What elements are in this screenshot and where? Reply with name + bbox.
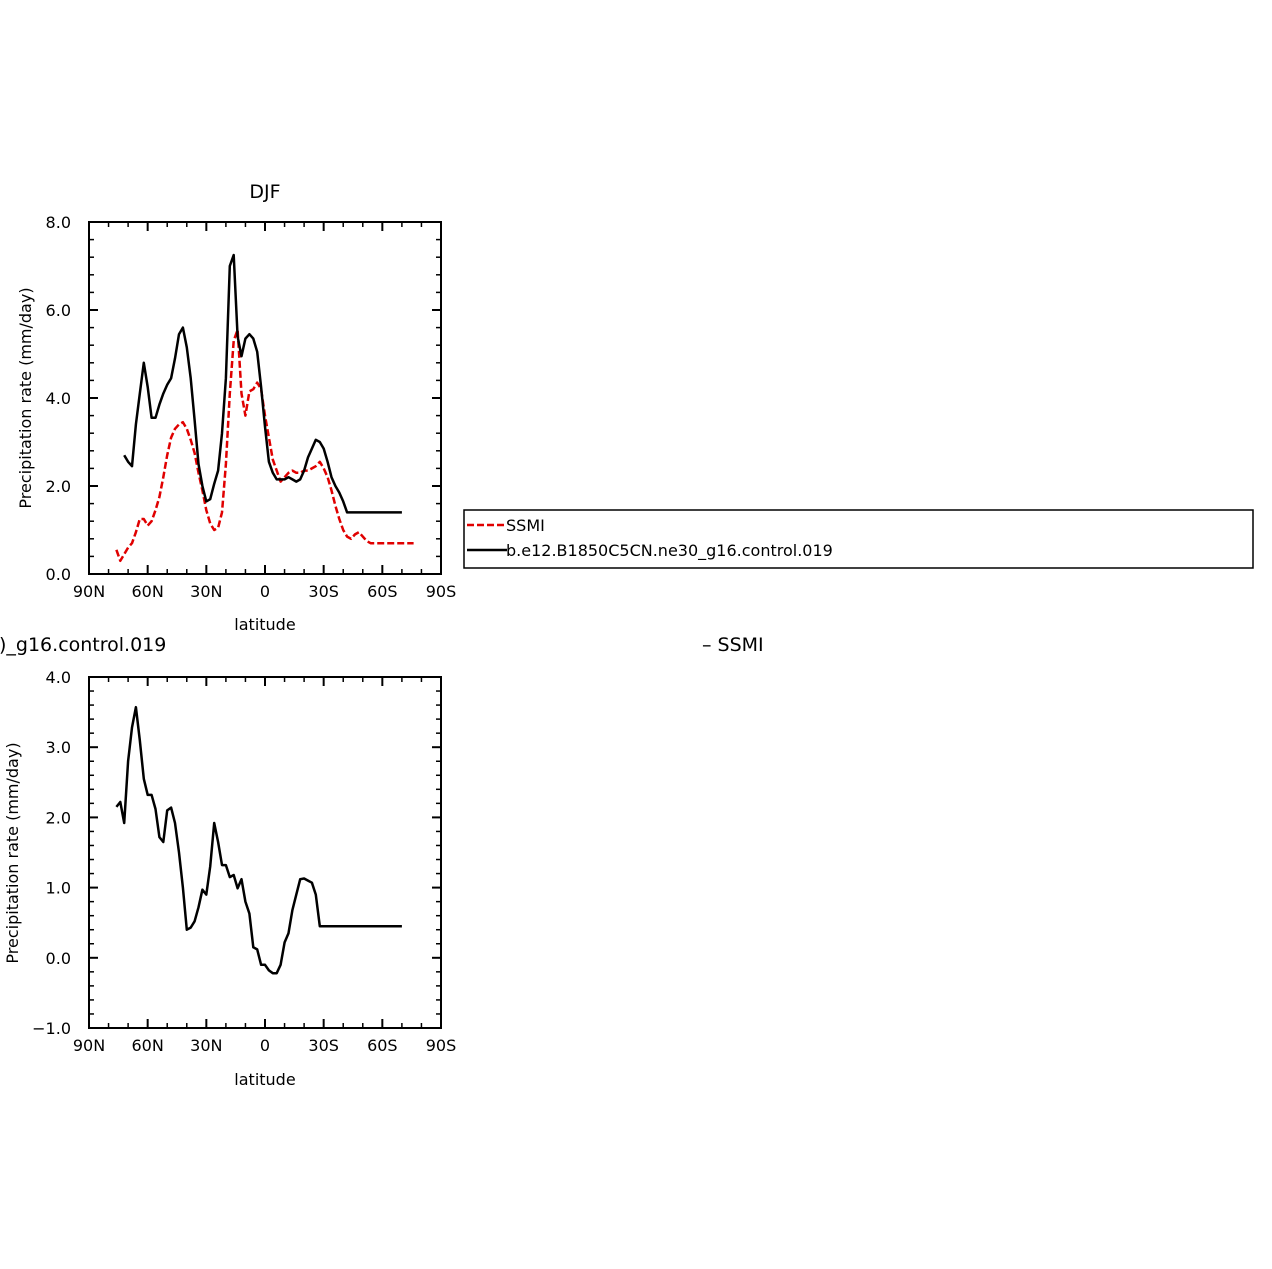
legend-label-model: b.e12.B1850C5CN.ne30_g16.control.019 xyxy=(506,541,833,561)
djf-x-tick-label: 30N xyxy=(190,582,222,601)
difference-y-tick-label: 1.0 xyxy=(46,879,71,898)
djf-y-tick-label: 4.0 xyxy=(46,389,71,408)
difference-axes: 90N 60N 30N 0 30S 60S 90S −1.0 0.0 1.0 2.0 3.0 4.0 xyxy=(32,668,456,1055)
difference-title-right: – SSMI xyxy=(702,634,764,656)
djf-y-tick-label: 2.0 xyxy=(46,477,71,496)
djf-panel: DJF 90N 60N 30N 0 30S 60S 90S 0.0 2.0 4.0 6.0 8.0 l… xyxy=(16,181,456,634)
difference-panel: )_g16.control.019 – SSMI 90N 60N 30N 0 30S 60… xyxy=(0,634,764,1089)
difference-y-tick-label: −1.0 xyxy=(32,1019,71,1038)
legend: SSMI b.e12.B1850C5CN.ne30_g16.control.01… xyxy=(463,509,1254,569)
difference-y-axis-title: Precipitation rate (mm/day) xyxy=(3,742,22,963)
difference-series-layer xyxy=(115,705,402,975)
difference-plot-frame xyxy=(88,676,442,1029)
difference-series-line-difference xyxy=(115,705,402,975)
djf-x-tick-label: 90N xyxy=(73,582,105,601)
difference-y-tick-label: 2.0 xyxy=(46,808,71,827)
difference-y-tick-label: 3.0 xyxy=(46,738,71,757)
difference-x-tick-label: 30N xyxy=(190,1036,222,1055)
difference-x-tick-label: 30S xyxy=(308,1036,339,1055)
difference-x-tick-label: 60N xyxy=(132,1036,164,1055)
difference-y-tick-label: 4.0 xyxy=(46,668,71,687)
difference-x-tick-label: 0 xyxy=(260,1036,270,1055)
djf-x-axis-title: latitude xyxy=(234,615,295,634)
difference-x-tick-label: 90S xyxy=(426,1036,457,1055)
djf-y-tick-label: 0.0 xyxy=(46,565,71,584)
djf-y-tick-label: 8.0 xyxy=(46,213,71,232)
djf-x-tick-label: 90S xyxy=(426,582,457,601)
djf-axes: 90N 60N 30N 0 30S 60S 90S 0.0 2.0 4.0 6.0 8.0 xyxy=(46,213,457,601)
djf-series-line-ssmi xyxy=(115,328,414,563)
djf-y-axis-title: Precipitation rate (mm/day) xyxy=(16,287,35,508)
difference-x-tick-label: 90N xyxy=(73,1036,105,1055)
djf-x-tick-label: 30S xyxy=(308,582,339,601)
djf-y-tick-label: 6.0 xyxy=(46,301,71,320)
djf-plot-frame xyxy=(88,221,442,575)
difference-x-axis-title: latitude xyxy=(234,1070,295,1089)
legend-box xyxy=(463,509,1254,569)
legend-label-ssmi: SSMI xyxy=(506,516,545,535)
difference-title-left: )_g16.control.019 xyxy=(0,634,166,656)
difference-y-tick-label: 0.0 xyxy=(46,949,71,968)
djf-x-tick-label: 60S xyxy=(367,582,398,601)
djf-series-layer xyxy=(115,253,414,563)
djf-title: DJF xyxy=(249,181,280,203)
djf-x-tick-label: 0 xyxy=(260,582,270,601)
difference-x-tick-label: 60S xyxy=(367,1036,398,1055)
djf-series-line-b-e12-b1850c5cn-ne30-g16-control-019 xyxy=(123,253,402,514)
djf-x-tick-label: 60N xyxy=(132,582,164,601)
